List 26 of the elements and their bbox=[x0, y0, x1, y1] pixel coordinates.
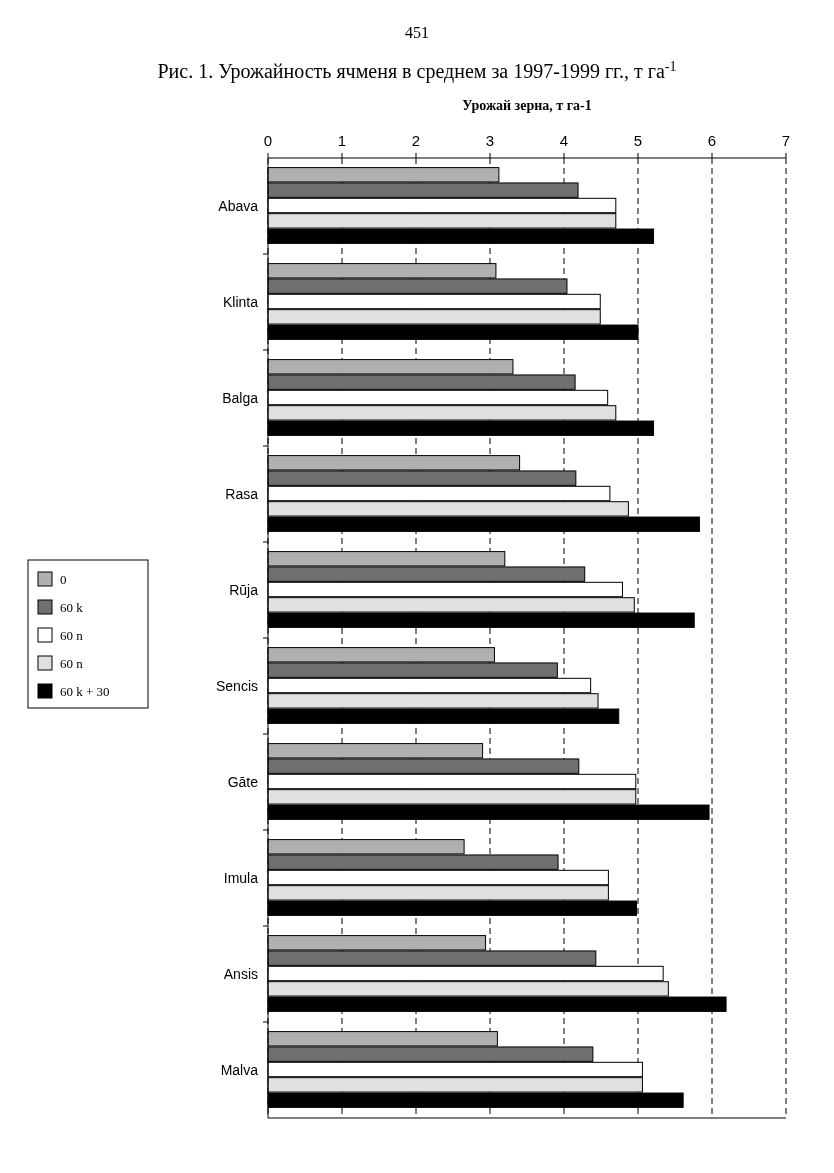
x-tick-label: 5 bbox=[633, 132, 643, 149]
text: 451 bbox=[405, 24, 429, 41]
x-tick-label: 3 bbox=[485, 132, 495, 149]
y-tick-label: Balga bbox=[222, 389, 259, 406]
y-tick-label: Malva bbox=[220, 1061, 259, 1078]
x-tick-label: 2 bbox=[411, 132, 421, 149]
chart-title: Рис. 1. Урожайность ячменя в среднем за 1997-1999 гг., т га$^{-1}$ bbox=[157, 58, 677, 83]
x-tick-label: 4 bbox=[559, 132, 569, 149]
y-tick-label: Abava bbox=[218, 197, 259, 214]
y-tick-label: Rasa bbox=[225, 485, 259, 502]
x-tick-label: 6 bbox=[707, 132, 717, 149]
y-tick-label: Imula bbox=[223, 869, 259, 886]
y-tick-label: Ansis bbox=[223, 965, 258, 982]
x-tick-label: 7 bbox=[781, 132, 791, 149]
y-tick-label: Sencis bbox=[215, 677, 258, 694]
y-tick-label: Klinta bbox=[222, 293, 259, 310]
legend-label: 0 bbox=[60, 571, 67, 587]
y-tick-label: Gāte bbox=[227, 773, 259, 790]
legend-label: 60 k bbox=[60, 599, 84, 615]
legend-label: 60 n bbox=[60, 655, 84, 671]
legend-label: 60 n bbox=[60, 627, 84, 643]
y-tick-label: Rūja bbox=[229, 581, 259, 598]
x-tick-label: 0 bbox=[263, 132, 273, 149]
x-axis-title: Урожай зерна, т га-1 bbox=[462, 98, 592, 113]
x-tick-label: 1 bbox=[337, 132, 347, 149]
legend-label: 60 k + 30 bbox=[60, 683, 110, 699]
